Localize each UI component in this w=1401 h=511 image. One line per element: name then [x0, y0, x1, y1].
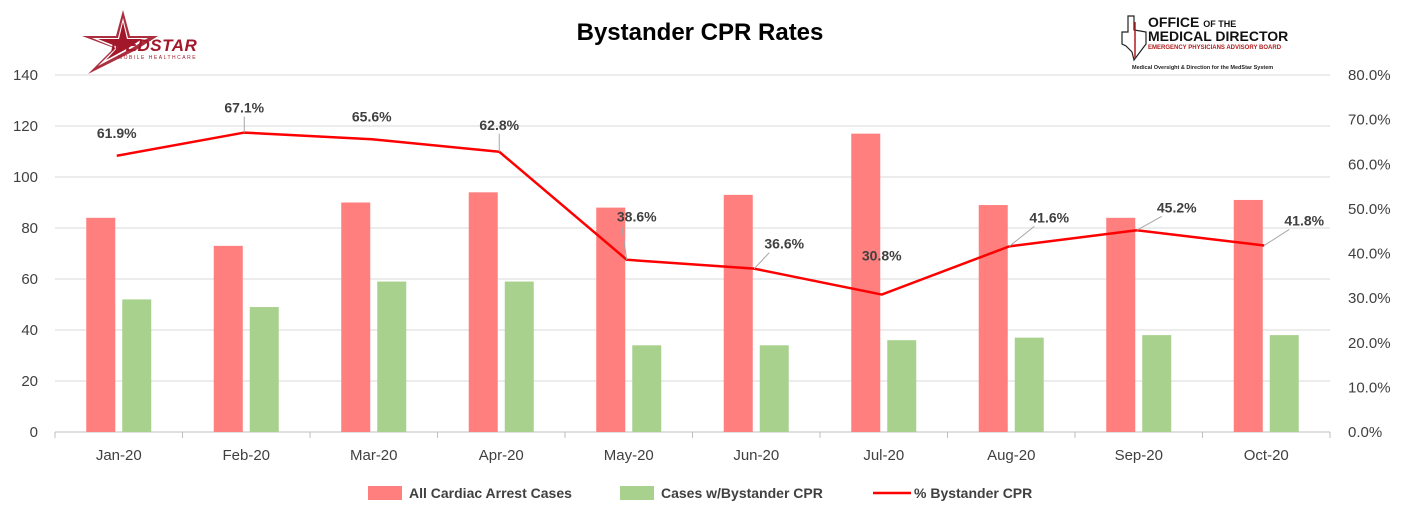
y-left-tick-label: 0: [30, 424, 38, 441]
bar-bystander-cpr: [377, 281, 407, 432]
y-right-tick-label: 50.0%: [1348, 201, 1391, 218]
legend-swatch: [368, 486, 402, 500]
y-right-tick-label: 60.0%: [1348, 156, 1391, 173]
label-leader-line: [621, 225, 628, 260]
y-left-tick-label: 80: [21, 220, 38, 237]
data-label-pct: 38.6%: [617, 209, 657, 225]
gridlines: [55, 74, 1330, 433]
omd-title-line1: OFFICE OF THE: [1148, 14, 1236, 30]
data-label-pct: 65.6%: [352, 108, 392, 124]
bar-all-cardiac-arrest: [86, 217, 116, 432]
texas-icon: [1121, 15, 1147, 62]
medstar-logo-text: MEDSTAR: [111, 36, 198, 55]
legend-swatch: [620, 486, 654, 500]
y-axis-right: 0.0% 10.0% 20.0% 30.0% 40.0% 50.0% 60.0% 70.0% 8…: [1348, 67, 1391, 441]
bar-bystander-cpr: [1269, 335, 1299, 432]
bar-bystander-cpr: [759, 345, 789, 432]
medstar-logo-subtext: MOBILE HEALTHCARE: [118, 55, 198, 61]
y-axis-left: 0 20 40 60 80 100 120 140: [13, 67, 38, 441]
x-tick-label: May-20: [604, 447, 654, 464]
label-leader-line: [1263, 229, 1290, 246]
bar-bystander-cpr: [1142, 335, 1172, 432]
bar-all-cardiac-arrest: [1106, 217, 1136, 432]
star-icon: [82, 10, 158, 74]
y-right-tick-label: 10.0%: [1348, 379, 1391, 396]
omd-title-small: OF THE: [1203, 19, 1237, 29]
data-label-pct: 36.6%: [764, 236, 804, 252]
data-label-pct: 67.1%: [224, 100, 264, 116]
bar-bystander-cpr: [122, 299, 152, 432]
omd-title-line2: MEDICAL DIRECTOR: [1148, 28, 1289, 44]
bar-all-cardiac-arrest: [468, 192, 498, 432]
bar-all-cardiac-arrest: [596, 207, 626, 432]
x-tick-label: Mar-20: [350, 447, 398, 464]
legend: All Cardiac Arrest Cases Cases w/Bystande…: [368, 485, 1032, 501]
omd-tagline: Medical Oversight & Direction for the Me…: [1132, 65, 1274, 71]
line-bystander-cpr-pct: [116, 131, 1265, 296]
bar-series: [86, 133, 1299, 432]
bar-all-cardiac-arrest: [723, 194, 753, 432]
bar-all-cardiac-arrest: [851, 133, 881, 432]
data-label-pct: 41.8%: [1284, 212, 1324, 228]
x-tick-label: Oct-20: [1244, 447, 1289, 464]
y-left-tick-label: 40: [21, 322, 38, 339]
legend-label: % Bystander CPR: [914, 485, 1032, 501]
bar-all-cardiac-arrest: [213, 245, 243, 432]
y-left-tick-label: 60: [21, 271, 38, 288]
y-left-tick-label: 20: [21, 373, 38, 390]
bar-bystander-cpr: [249, 307, 279, 432]
omd-subtitle: EMERGENCY PHYSICIANS ADVISORY BOARD: [1148, 45, 1282, 51]
label-leader-line: [1136, 215, 1162, 231]
y-left-tick-label: 140: [13, 67, 38, 84]
bar-all-cardiac-arrest: [341, 202, 371, 432]
x-tick-label: Apr-20: [479, 447, 524, 464]
legend-label: All Cardiac Arrest Cases: [409, 485, 572, 501]
bar-bystander-cpr: [504, 281, 534, 432]
legend-label: Cases w/Bystander CPR: [661, 485, 823, 501]
bar-all-cardiac-arrest: [978, 205, 1008, 432]
bar-bystander-cpr: [1014, 337, 1044, 432]
x-tick-label: Feb-20: [222, 447, 270, 464]
medstar-logo: MEDSTAR MOBILE HEALTHCARE: [78, 8, 203, 78]
x-tick-label: Jan-20: [96, 447, 142, 464]
y-right-tick-label: 70.0%: [1348, 112, 1391, 129]
data-label-pct: 45.2%: [1157, 199, 1197, 215]
y-right-tick-label: 0.0%: [1348, 424, 1382, 441]
x-tick-label: Aug-20: [987, 447, 1035, 464]
chart-title: Bystander CPR Rates: [577, 19, 824, 46]
y-right-tick-label: 80.0%: [1348, 67, 1391, 84]
bar-bystander-cpr: [887, 340, 917, 432]
y-left-tick-label: 120: [13, 118, 38, 135]
data-label-pct: 30.8%: [862, 248, 902, 264]
y-right-tick-label: 30.0%: [1348, 290, 1391, 307]
y-right-tick-label: 40.0%: [1348, 246, 1391, 263]
bar-all-cardiac-arrest: [1233, 199, 1263, 432]
label-leader-line: [753, 252, 770, 270]
omd-title-big: OFFICE: [1148, 14, 1200, 30]
data-label-pct: 62.8%: [479, 117, 519, 133]
y-right-tick-label: 20.0%: [1348, 335, 1391, 352]
y-left-tick-label: 100: [13, 169, 38, 186]
x-axis: Jan-20 Feb-20 Mar-20 Apr-20 May-20 Jun-20 Jul-…: [54, 432, 1331, 464]
line-series: 61.9% 67.1% 65.6% 62.8% 38.6% 36.6% 30.8% 41.6%…: [97, 100, 1325, 296]
data-label-pct: 61.9%: [97, 125, 137, 141]
x-tick-label: Jun-20: [733, 447, 779, 464]
x-tick-label: Jul-20: [863, 447, 904, 464]
bar-bystander-cpr: [632, 345, 662, 432]
x-tick-label: Sep-20: [1115, 447, 1163, 464]
office-medical-director-logo: OFFICE OF THE MEDICAL DIRECTOR EMERGENCY…: [1120, 12, 1316, 82]
data-label-pct: 41.6%: [1029, 209, 1069, 225]
label-leader-line: [1008, 225, 1035, 247]
